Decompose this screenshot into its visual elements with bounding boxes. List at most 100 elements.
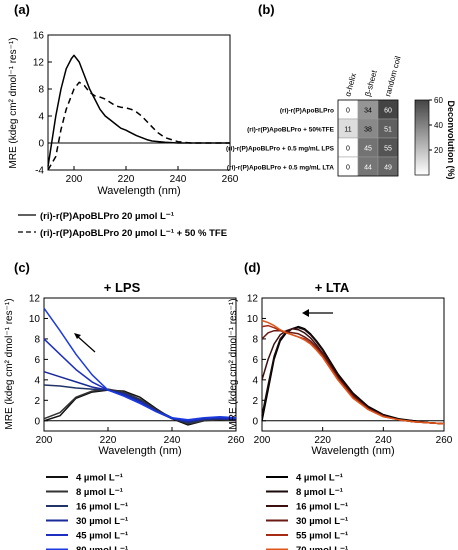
panel-c-xtick-label: 220 xyxy=(100,435,117,446)
panel-b-heatmap: 0 34 60 11 38 51 0 45 55 0 44 49 (ri)-r(P)ApoBLPro (… xyxy=(226,55,456,179)
panel-d-series-5 xyxy=(261,324,445,425)
heatmap-cell-value: 60 xyxy=(384,108,392,115)
colorbar-tick-label: 40 xyxy=(434,121,443,130)
panel-c-ytick-label: 8 xyxy=(34,334,40,345)
panel-d-frame xyxy=(261,297,445,432)
panel-a-label: (a) xyxy=(14,2,30,17)
panel-c-title: + LPS xyxy=(104,280,141,295)
heatmap-cell-value: 51 xyxy=(384,127,392,134)
heatmap-cell-value: 0 xyxy=(346,165,350,172)
legend-d-item-3: 16 µmol L⁻¹ xyxy=(296,502,348,513)
legend-c-item-2: 8 µmol L⁻¹ xyxy=(76,487,123,498)
panel-b-label: (b) xyxy=(258,2,275,17)
panel-d-ytick-label: 4 xyxy=(252,375,258,386)
panel-c-ytick-label: 6 xyxy=(34,355,40,366)
heatmap-cell-value: 45 xyxy=(364,146,372,153)
legend-c-item-4: 30 µmol L⁻¹ xyxy=(76,516,128,527)
panel-d-legend: 4 µmol L⁻¹ 8 µmol L⁻¹ 16 µmol L⁻¹ 30 µmol L… xyxy=(266,473,348,550)
panel-d-series-6 xyxy=(261,319,445,425)
panel-a-ytick-label: 8 xyxy=(38,85,44,96)
panel-d-xlabel: Wavelength (nm) xyxy=(311,445,394,457)
panel-c-series-2 xyxy=(43,388,237,425)
trend-arrow-d-head xyxy=(302,309,309,317)
panel-d-ytick-label: 6 xyxy=(252,355,258,366)
panel-c-label: (c) xyxy=(14,260,30,275)
heatmap-cell-value: 11 xyxy=(344,127,351,134)
panel-a-xtick-label: 240 xyxy=(170,174,187,185)
panel-a-series-1 xyxy=(47,54,230,167)
heatmap-cell-value: 0 xyxy=(346,108,350,115)
heatmap-row-label: (ri)-r(P)ApoBLPro + 0.5 mg/mL LTA xyxy=(227,165,334,172)
panel-c-series-3 xyxy=(43,384,237,424)
heatmap-row-label: (ri)-r(P)ApoBLPro + 0.5 mg/mL LPS xyxy=(226,146,335,153)
legend-d-item-2: 8 µmol L⁻¹ xyxy=(296,487,343,498)
legend-a-item-1: (ri)-r(P)ApoBLPro 20 µmol L⁻¹ xyxy=(40,211,174,222)
panel-a-xtick-label: 220 xyxy=(118,174,135,185)
panel-d-xtick-label: 200 xyxy=(254,435,271,446)
panel-d-series-3 xyxy=(261,327,445,425)
legend-d-item-1: 4 µmol L⁻¹ xyxy=(296,473,343,484)
panel-a-ytick-label: -4 xyxy=(35,166,44,177)
panel-d-label: (d) xyxy=(244,260,261,275)
colorbar-tick-label: 20 xyxy=(434,146,443,155)
trend-arrow-c-head xyxy=(74,333,81,339)
panel-a-series-2 xyxy=(47,81,230,171)
panel-c-series-5 xyxy=(43,338,237,422)
heatmap-column-label: β-sheet xyxy=(363,69,379,98)
panel-c-xtick-label: 260 xyxy=(228,435,245,446)
panel-a-ytick-label: 0 xyxy=(38,139,44,150)
heatmap-row-label: (ri)-r(P)ApoBLPro xyxy=(280,108,334,115)
panel-d-series-4 xyxy=(261,329,445,425)
legend-d-item-4: 30 µmol L⁻¹ xyxy=(296,516,348,527)
panel-c-xtick-label: 240 xyxy=(164,435,181,446)
panel-c-ytick-label: 4 xyxy=(34,375,40,386)
panel-c-ytick-label: 10 xyxy=(29,314,41,325)
heatmap-cell-value: 44 xyxy=(364,165,372,172)
panel-a-xlabel: Wavelength (nm) xyxy=(97,185,180,197)
heatmap-frame xyxy=(337,99,399,177)
panel-a-frame xyxy=(47,34,231,171)
panel-d-xtick-label: 220 xyxy=(314,435,331,446)
heatmap-cell-value: 34 xyxy=(364,108,372,115)
panel-d-xtick-label: 240 xyxy=(375,435,392,446)
heatmap-cell-value: 49 xyxy=(384,165,392,172)
legend-d-item-6: 70 µmol L⁻¹ xyxy=(296,545,348,550)
panel-a-ytick-label: 16 xyxy=(33,31,45,42)
trend-arrow-c xyxy=(75,334,96,353)
panel-d-series-2 xyxy=(261,326,445,425)
heatmap-column-label: α-helix xyxy=(343,72,358,97)
panel-d-ytick-label: 2 xyxy=(252,396,258,407)
panel-c-frame xyxy=(43,297,237,432)
legend-d-item-5: 55 µmol L⁻¹ xyxy=(296,531,348,542)
panel-d-ytick-label: 10 xyxy=(247,314,259,325)
legend-c-item-1: 4 µmol L⁻¹ xyxy=(76,473,123,484)
panel-c-ytick-label: 12 xyxy=(29,294,41,305)
panel-a-xtick-label: 260 xyxy=(222,174,239,185)
heatmap-column-label: random coil xyxy=(383,55,402,97)
panel-d-chart: + LTA 0 2 4 6 8 10 12 200 220 240 260 Wavelength … xyxy=(228,280,453,550)
panel-c-series-6 xyxy=(43,307,237,421)
panel-a-ytick-label: 12 xyxy=(33,58,45,69)
panel-d-xtick-label: 260 xyxy=(436,435,453,446)
panel-c-chart: + LPS 0 2 4 6 8 10 12 200 220 240 260 Wavelength … xyxy=(4,280,245,550)
colorbar-label: Deconvolution (%) xyxy=(446,101,456,180)
panel-c-ytick-label: 2 xyxy=(34,396,40,407)
panel-c-ylabel: MRE (kdeg cm² dmol⁻¹ res⁻¹) xyxy=(4,298,15,429)
legend-c-item-6: 80 µmol L⁻¹ xyxy=(76,545,128,550)
panel-d-ylabel: MRE (kdeg cm² dmol⁻¹ res⁻¹) xyxy=(228,298,239,429)
heatmap-cell-value: 0 xyxy=(346,146,350,153)
panel-a-ylabel: MRE (kdeg cm² dmol⁻¹ res⁻¹) xyxy=(8,37,19,168)
colorbar xyxy=(414,99,430,176)
panel-a-ytick-label: 4 xyxy=(38,112,44,123)
panel-c-xlabel: Wavelength (nm) xyxy=(98,445,181,457)
panel-d-ytick-label: 12 xyxy=(247,294,259,305)
panel-c-ytick-label: 0 xyxy=(34,416,40,427)
panel-a-xtick-label: 200 xyxy=(66,174,83,185)
panel-c-legend: 4 µmol L⁻¹ 8 µmol L⁻¹ 16 µmol L⁻¹ 30 µmol L… xyxy=(46,473,128,550)
panel-c-xtick-label: 200 xyxy=(36,435,53,446)
panel-d-ytick-label: 0 xyxy=(252,416,258,427)
legend-a-item-2: (ri)-r(P)ApoBLPro 20 µmol L⁻¹ + 50 % TFE xyxy=(40,228,227,239)
panel-a-chart: -4 0 4 8 12 16 200 220 240 260 Wavelength (nm) M… xyxy=(8,31,239,198)
panel-d-series-1 xyxy=(261,325,445,425)
